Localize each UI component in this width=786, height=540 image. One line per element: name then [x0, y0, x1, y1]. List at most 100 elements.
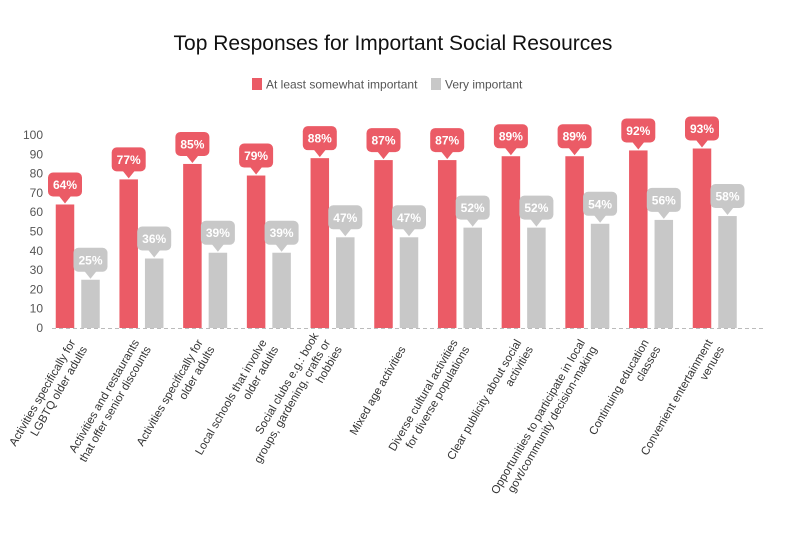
data-label-text: 58%: [715, 190, 739, 204]
data-label-0-4: 88%: [302, 126, 337, 158]
data-label-text: 85%: [180, 137, 204, 151]
data-label-pointer: [568, 147, 581, 156]
data-label-text: 77%: [117, 153, 141, 167]
data-label-1-10: 58%: [710, 184, 745, 216]
data-label-pointer: [696, 140, 708, 148]
data-label-1-1: 36%: [137, 226, 172, 258]
data-label-0-2: 85%: [175, 131, 210, 163]
data-label-text: 89%: [563, 130, 587, 144]
y-tick-label: 50: [30, 225, 44, 239]
data-label-pointer: [122, 170, 135, 179]
bar-very-9: [654, 219, 674, 328]
data-label-text: 79%: [244, 149, 268, 163]
y-tick-label: 40: [30, 244, 44, 258]
data-label-text: 92%: [626, 124, 650, 138]
data-label-pointer: [148, 250, 161, 258]
legend-label-0: At least somewhat important: [266, 78, 418, 92]
data-label-pointer: [313, 149, 326, 158]
legend-swatch-1: [431, 78, 441, 90]
data-label-0-3: 79%: [239, 143, 274, 175]
data-label-bubble: [493, 124, 528, 149]
bar-somewhat-3: [246, 175, 266, 328]
data-label-1-9: 56%: [646, 187, 681, 219]
data-label-text: 89%: [499, 130, 523, 144]
data-label-bubble: [430, 128, 465, 153]
data-label-0-7: 89%: [493, 124, 528, 156]
data-label-pointer: [59, 195, 71, 204]
bar-somewhat-9: [629, 150, 648, 328]
data-label-bubble: [685, 116, 719, 141]
bar-somewhat-0: [55, 204, 75, 328]
data-label-bubble: [646, 187, 681, 212]
data-label-text: 93%: [690, 122, 714, 136]
data-label-0-5: 87%: [366, 128, 401, 160]
data-label-1-4: 47%: [328, 205, 363, 237]
bar-very-4: [336, 237, 355, 328]
data-label-bubble: [519, 195, 554, 220]
data-label-pointer: [84, 271, 97, 279]
data-label-pointer: [504, 147, 517, 156]
data-label-bubble: [239, 143, 274, 168]
legend-swatch-0: [252, 78, 262, 90]
data-label-bubble: [392, 205, 426, 230]
bar-very-6: [463, 227, 482, 328]
data-label-pointer: [594, 215, 607, 223]
bars: 64% 25% 77% 36% 85% 39% 79% 39% 88% 47% 87% 47% 87% 5…: [48, 116, 745, 328]
y-tick-label: 30: [30, 263, 44, 277]
bar-very-8: [590, 223, 610, 328]
data-label-pointer: [721, 207, 734, 216]
data-label-bubble: [302, 126, 337, 151]
data-label-pointer: [530, 219, 543, 227]
data-label-text: 39%: [270, 226, 294, 240]
data-label-0-10: 93%: [685, 116, 719, 148]
bar-very-7: [527, 227, 546, 328]
data-label-text: 64%: [53, 178, 77, 192]
y-tick-label: 80: [30, 167, 44, 181]
y-tick-label: 100: [23, 128, 43, 142]
data-label-1-2: 39%: [200, 220, 235, 252]
data-label-pointer: [466, 219, 479, 227]
data-label-bubble: [200, 220, 235, 245]
data-label-0-6: 87%: [430, 128, 465, 160]
bar-very-0: [81, 279, 100, 328]
data-label-pointer: [275, 244, 288, 252]
data-label-0-8: 89%: [557, 124, 592, 156]
bar-somewhat-8: [565, 156, 584, 328]
bar-somewhat-4: [310, 158, 330, 328]
data-label-pointer: [377, 151, 390, 160]
bar-very-2: [208, 252, 228, 328]
data-label-1-8: 54%: [583, 191, 618, 223]
data-label-pointer: [211, 244, 224, 252]
y-tick-label: 70: [30, 186, 44, 200]
bar-somewhat-2: [183, 163, 202, 328]
data-label-bubble: [328, 205, 363, 230]
data-label-bubble: [137, 226, 172, 251]
y-tick-label: 60: [30, 205, 44, 219]
data-label-1-0: 25%: [73, 247, 108, 279]
data-label-pointer: [403, 228, 415, 237]
data-label-pointer: [339, 228, 352, 237]
data-label-1-7: 52%: [519, 195, 554, 227]
data-label-text: 87%: [435, 134, 459, 148]
data-label-text: 54%: [588, 197, 612, 211]
data-label-bubble: [710, 184, 745, 209]
data-label-1-6: 52%: [455, 195, 490, 227]
data-label-1-5: 47%: [392, 205, 426, 237]
data-label-text: 87%: [371, 134, 395, 148]
bar-very-1: [144, 258, 164, 328]
data-label-pointer: [250, 167, 263, 175]
data-label-bubble: [366, 128, 401, 153]
bar-somewhat-6: [437, 160, 457, 328]
chart-title: Top Responses for Important Social Resou…: [174, 32, 613, 55]
data-label-0-9: 92%: [621, 118, 656, 150]
legend-label-1: Very important: [445, 78, 523, 92]
y-tick-label: 20: [30, 282, 44, 296]
data-label-text: 39%: [206, 226, 230, 240]
bar-very-10: [718, 216, 737, 328]
data-label-text: 88%: [308, 132, 332, 146]
y-tick-label: 0: [36, 321, 43, 335]
data-label-bubble: [175, 131, 210, 156]
bar-very-5: [399, 237, 419, 328]
